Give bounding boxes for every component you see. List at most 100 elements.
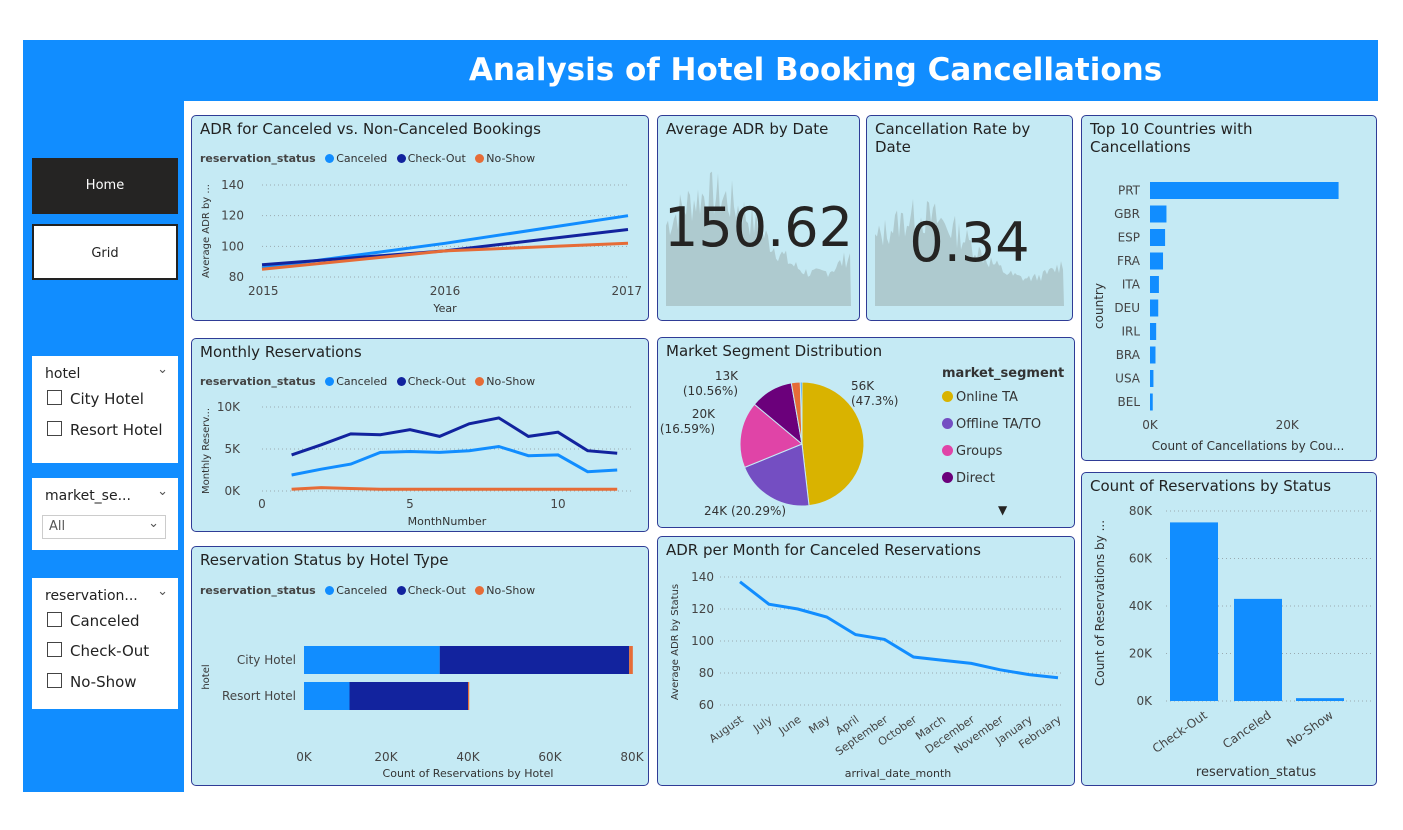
legend-label: Direct — [956, 471, 995, 486]
segment-pie-chart: 56K(47.3%) 24K (20.29%) 20K(16.59%) 13K(10.… — [660, 369, 899, 518]
x-tick-label: 0K — [1142, 418, 1159, 432]
x-tick-label: 2017 — [611, 284, 642, 298]
x-tick-label: July — [750, 713, 775, 736]
y-tick-label: 40K — [1129, 599, 1153, 613]
legend-label: Groups — [956, 444, 1003, 459]
legend-title: reservation_status — [200, 584, 316, 597]
checkbox-no-show[interactable]: No-Show — [47, 673, 167, 693]
market-segment-slicer: market_se... ⌄ All ⌄ — [32, 478, 178, 550]
series-line — [291, 416, 618, 457]
legend-label: Online TA — [956, 390, 1018, 405]
x-tick-label: 80K — [620, 750, 644, 764]
legend-item: Check-Out — [407, 152, 466, 165]
pie-data-label: 24K (20.29%) — [704, 504, 786, 518]
kpi-value: 0.34 — [909, 211, 1030, 274]
x-axis-label: reservation_status — [1196, 765, 1316, 780]
y-tick-label: 60 — [699, 698, 714, 712]
series-line — [261, 228, 629, 267]
status-bar — [1170, 522, 1218, 701]
status-bar — [1234, 598, 1282, 701]
pie-data-label: (16.59%) — [660, 422, 715, 436]
monthly-card[interactable]: Monthly Reservations reservation_status … — [191, 338, 649, 532]
chart-legend: reservation_status Canceled Check-Out No… — [200, 584, 535, 597]
market-segment-dropdown[interactable]: All ⌄ — [42, 515, 166, 539]
chart-legend: reservation_status Canceled Check-Out No… — [200, 375, 535, 388]
country-bar — [1150, 323, 1157, 340]
caret-down-icon[interactable]: ▼ — [998, 503, 1008, 517]
kpi-value: 150.62 — [664, 196, 853, 259]
y-category-label: USA — [1115, 372, 1141, 386]
status-count-card[interactable]: Count of Reservations by Status 0K 20K 40K… — [1081, 472, 1377, 786]
checkbox-icon — [47, 673, 62, 688]
kpi-title: Average ADR by Date — [666, 120, 829, 138]
home-button[interactable]: Home — [32, 158, 178, 214]
country-bar — [1150, 205, 1167, 223]
checkbox-check-out[interactable]: Check-Out — [47, 642, 167, 662]
x-tick-label: 0K — [296, 750, 313, 764]
chevron-down-icon[interactable]: ⌄ — [157, 362, 168, 377]
countries-card[interactable]: Top 10 Countries with Cancellations PRT G… — [1081, 115, 1377, 461]
x-tick-label: May — [806, 713, 832, 737]
legend-item: Check-Out — [407, 584, 466, 597]
left-sidebar: Home Grid hotel ⌄ City Hotel Resort Hote… — [23, 101, 184, 792]
legend-title: reservation_status — [200, 375, 316, 388]
checkbox-icon — [47, 390, 62, 405]
y-tick-label: 120 — [691, 602, 714, 616]
y-tick-label: 100 — [221, 239, 244, 253]
pie-data-label: 20K — [692, 407, 716, 421]
y-tick-label: 20K — [1129, 647, 1153, 661]
country-bar — [1150, 276, 1159, 293]
legend-item: No-Show — [486, 584, 536, 597]
x-tick-label: 2015 — [248, 284, 279, 298]
adr-line-card[interactable]: ADR for Canceled vs. Non-Canceled Bookin… — [191, 115, 649, 321]
adr-month-card[interactable]: ADR per Month for Canceled Reservations … — [657, 536, 1075, 786]
legend-item: Check-Out — [407, 375, 466, 388]
y-tick-label: 0K — [224, 484, 241, 498]
y-tick-label: 80 — [699, 666, 714, 680]
y-axis-label: hotel — [201, 664, 212, 689]
status-hotel-bar-chart: 0K 20K 40K 60K 80K Count of Reservations by H… — [201, 646, 645, 780]
pie-slice — [743, 443, 810, 507]
x-axis-label: MonthNumber — [408, 515, 487, 528]
checkbox-icon — [47, 642, 62, 657]
x-tick-label: June — [776, 713, 804, 738]
adr-line-chart: 80 100 120 140 2015 2016 2017 Year Average ADR b… — [201, 178, 642, 315]
country-bar — [1150, 346, 1156, 364]
y-category-label: ESP — [1118, 231, 1140, 245]
chevron-down-icon[interactable]: ⌄ — [157, 584, 168, 599]
x-axis-label: Year — [432, 302, 457, 315]
y-axis-label: Average ADR by Status — [670, 584, 681, 700]
x-tick-label: Canceled — [1220, 708, 1274, 751]
legend-item: Groups — [942, 444, 1041, 471]
chart-title: ADR for Canceled vs. Non-Canceled Bookin… — [200, 120, 541, 138]
y-tick-label: 80 — [229, 270, 244, 284]
legend-dot — [942, 418, 953, 429]
checkbox-city-hotel[interactable]: City Hotel — [47, 390, 167, 410]
x-tick-label: 5 — [406, 497, 414, 511]
y-category-label: BRA — [1116, 348, 1141, 362]
y-axis-label: Count of Reservations by ... — [1093, 520, 1107, 686]
cancel-rate-kpi-card[interactable]: Cancellation Rate by Date 0.34 — [866, 115, 1073, 321]
pie-slice — [801, 381, 865, 507]
pie-data-label: 56K — [851, 379, 875, 393]
x-tick-label: Check-Out — [1150, 708, 1210, 756]
page-title: Analysis of Hotel Booking Cancellations — [468, 52, 1163, 88]
chevron-down-icon[interactable]: ⌄ — [157, 484, 168, 499]
legend-dot — [942, 445, 953, 456]
chart-title: ADR per Month for Canceled Reservations — [666, 541, 981, 559]
country-bar — [1150, 393, 1153, 411]
x-axis-label: arrival_date_month — [845, 767, 951, 780]
adr-kpi-card[interactable]: Average ADR by Date 150.62 — [657, 115, 860, 321]
status-hotel-card[interactable]: Reservation Status by Hotel Type reserva… — [191, 546, 649, 786]
segment-card[interactable]: Market Segment Distribution 56K (47.3%) 24… — [657, 337, 1075, 528]
country-bar — [1150, 370, 1154, 387]
checkbox-canceled[interactable]: Canceled — [47, 612, 167, 632]
checkbox-resort-hotel[interactable]: Resort Hotel — [47, 421, 167, 441]
y-category-label: City Hotel — [237, 653, 296, 667]
grid-button[interactable]: Grid — [32, 224, 178, 280]
adr-sparkline-background — [666, 171, 851, 306]
legend-item: Online TA — [942, 390, 1041, 417]
legend-title: market_segment — [942, 366, 1065, 381]
legend-item: Offline TA/TO — [942, 417, 1041, 444]
